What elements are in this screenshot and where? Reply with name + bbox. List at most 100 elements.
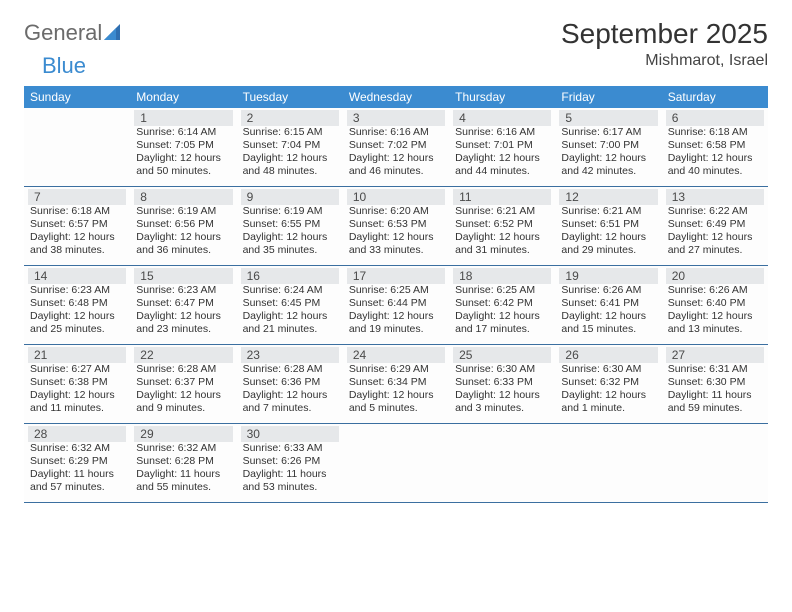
day-cell: 24Sunrise: 6:29 AMSunset: 6:34 PMDayligh…	[343, 345, 449, 423]
day-detail-line: Sunrise: 6:28 AM	[136, 363, 230, 376]
calendar-grid: SundayMondayTuesdayWednesdayThursdayFrid…	[24, 86, 768, 503]
day-cell: 19Sunrise: 6:26 AMSunset: 6:41 PMDayligh…	[555, 266, 661, 344]
day-cell: 1Sunrise: 6:14 AMSunset: 7:05 PMDaylight…	[130, 108, 236, 186]
day-number: 13	[670, 189, 687, 205]
day-detail-line: Sunrise: 6:15 AM	[243, 126, 337, 139]
day-number-strip: 10	[347, 189, 445, 205]
day-details: Sunrise: 6:21 AMSunset: 6:51 PMDaylight:…	[559, 205, 657, 258]
title-block: September 2025 Mishmarot, Israel	[561, 18, 768, 70]
day-detail-line: Sunrise: 6:25 AM	[455, 284, 549, 297]
day-number: 3	[351, 110, 362, 126]
day-cell: 28Sunrise: 6:32 AMSunset: 6:29 PMDayligh…	[24, 424, 130, 502]
day-number: 25	[457, 347, 474, 363]
day-number: 1	[138, 110, 149, 126]
day-detail-line: Daylight: 12 hours and 7 minutes.	[243, 389, 337, 415]
day-detail-line: Sunset: 6:38 PM	[30, 376, 124, 389]
day-number: 15	[138, 268, 155, 284]
day-detail-line: Sunrise: 6:29 AM	[349, 363, 443, 376]
dow-cell: Friday	[555, 86, 661, 108]
day-detail-line: Daylight: 12 hours and 29 minutes.	[561, 231, 655, 257]
day-details: Sunrise: 6:32 AMSunset: 6:29 PMDaylight:…	[28, 442, 126, 495]
day-cell: 8Sunrise: 6:19 AMSunset: 6:56 PMDaylight…	[130, 187, 236, 265]
day-cell: 17Sunrise: 6:25 AMSunset: 6:44 PMDayligh…	[343, 266, 449, 344]
day-number: 8	[138, 189, 149, 205]
day-details: Sunrise: 6:28 AMSunset: 6:37 PMDaylight:…	[134, 363, 232, 416]
day-cell: 3Sunrise: 6:16 AMSunset: 7:02 PMDaylight…	[343, 108, 449, 186]
day-details: Sunrise: 6:32 AMSunset: 6:28 PMDaylight:…	[134, 442, 232, 495]
day-detail-line: Daylight: 12 hours and 13 minutes.	[668, 310, 762, 336]
day-detail-line: Sunrise: 6:21 AM	[455, 205, 549, 218]
day-detail-line: Sunrise: 6:21 AM	[561, 205, 655, 218]
day-number-strip: 18	[453, 268, 551, 284]
day-cell: 11Sunrise: 6:21 AMSunset: 6:52 PMDayligh…	[449, 187, 555, 265]
day-details: Sunrise: 6:26 AMSunset: 6:40 PMDaylight:…	[666, 284, 764, 337]
day-details: Sunrise: 6:25 AMSunset: 6:42 PMDaylight:…	[453, 284, 551, 337]
day-number-strip: 25	[453, 347, 551, 363]
day-details: Sunrise: 6:23 AMSunset: 6:47 PMDaylight:…	[134, 284, 232, 337]
day-detail-line: Sunrise: 6:18 AM	[668, 126, 762, 139]
day-cell: 4Sunrise: 6:16 AMSunset: 7:01 PMDaylight…	[449, 108, 555, 186]
day-detail-line: Daylight: 12 hours and 27 minutes.	[668, 231, 762, 257]
day-detail-line: Sunrise: 6:22 AM	[668, 205, 762, 218]
day-detail-line: Sunset: 6:28 PM	[136, 455, 230, 468]
day-number: 5	[563, 110, 574, 126]
logo: General Blue	[24, 22, 124, 78]
day-cell: 2Sunrise: 6:15 AMSunset: 7:04 PMDaylight…	[237, 108, 343, 186]
day-detail-line: Sunset: 6:58 PM	[668, 139, 762, 152]
day-detail-line: Sunset: 6:32 PM	[561, 376, 655, 389]
day-cell: 7Sunrise: 6:18 AMSunset: 6:57 PMDaylight…	[24, 187, 130, 265]
day-cell: 25Sunrise: 6:30 AMSunset: 6:33 PMDayligh…	[449, 345, 555, 423]
day-number-strip: 1	[134, 110, 232, 126]
day-detail-line: Sunset: 6:36 PM	[243, 376, 337, 389]
day-details: Sunrise: 6:30 AMSunset: 6:32 PMDaylight:…	[559, 363, 657, 416]
day-detail-line: Sunrise: 6:19 AM	[243, 205, 337, 218]
day-details: Sunrise: 6:27 AMSunset: 6:38 PMDaylight:…	[28, 363, 126, 416]
day-detail-line: Daylight: 12 hours and 23 minutes.	[136, 310, 230, 336]
day-detail-line: Sunset: 6:52 PM	[455, 218, 549, 231]
day-number-strip: 14	[28, 268, 126, 284]
day-number: 21	[32, 347, 49, 363]
weeks-container: 1Sunrise: 6:14 AMSunset: 7:05 PMDaylight…	[24, 108, 768, 503]
day-number: 23	[245, 347, 262, 363]
day-detail-line: Daylight: 12 hours and 40 minutes.	[668, 152, 762, 178]
day-detail-line: Sunset: 6:51 PM	[561, 218, 655, 231]
day-detail-line: Sunset: 7:01 PM	[455, 139, 549, 152]
day-number-strip: 16	[241, 268, 339, 284]
calendar-page: General Blue September 2025 Mishmarot, I…	[0, 0, 792, 521]
day-cell: 29Sunrise: 6:32 AMSunset: 6:28 PMDayligh…	[130, 424, 236, 502]
day-details: Sunrise: 6:22 AMSunset: 6:49 PMDaylight:…	[666, 205, 764, 258]
day-detail-line: Sunrise: 6:16 AM	[455, 126, 549, 139]
day-number: 27	[670, 347, 687, 363]
day-number: 29	[138, 426, 155, 442]
month-title: September 2025	[561, 18, 768, 50]
day-number: 20	[670, 268, 687, 284]
day-detail-line: Daylight: 12 hours and 33 minutes.	[349, 231, 443, 257]
day-detail-line: Sunset: 6:30 PM	[668, 376, 762, 389]
location: Mishmarot, Israel	[561, 52, 768, 70]
day-number-strip: 23	[241, 347, 339, 363]
day-number: 14	[32, 268, 49, 284]
day-cell: 12Sunrise: 6:21 AMSunset: 6:51 PMDayligh…	[555, 187, 661, 265]
day-detail-line: Daylight: 12 hours and 21 minutes.	[243, 310, 337, 336]
day-cell: 26Sunrise: 6:30 AMSunset: 6:32 PMDayligh…	[555, 345, 661, 423]
day-number: 22	[138, 347, 155, 363]
day-detail-line: Sunrise: 6:30 AM	[561, 363, 655, 376]
day-cell: 27Sunrise: 6:31 AMSunset: 6:30 PMDayligh…	[662, 345, 768, 423]
day-cell: 9Sunrise: 6:19 AMSunset: 6:55 PMDaylight…	[237, 187, 343, 265]
day-detail-line: Sunrise: 6:23 AM	[30, 284, 124, 297]
day-detail-line: Daylight: 12 hours and 9 minutes.	[136, 389, 230, 415]
day-detail-line: Daylight: 12 hours and 1 minute.	[561, 389, 655, 415]
day-cell: 10Sunrise: 6:20 AMSunset: 6:53 PMDayligh…	[343, 187, 449, 265]
day-detail-line: Daylight: 12 hours and 36 minutes.	[136, 231, 230, 257]
day-detail-line: Daylight: 12 hours and 46 minutes.	[349, 152, 443, 178]
day-detail-line: Sunset: 6:37 PM	[136, 376, 230, 389]
day-detail-line: Sunset: 6:40 PM	[668, 297, 762, 310]
day-number: 18	[457, 268, 474, 284]
week-row: 7Sunrise: 6:18 AMSunset: 6:57 PMDaylight…	[24, 187, 768, 266]
day-cell-empty	[24, 108, 130, 186]
day-number-strip: 19	[559, 268, 657, 284]
day-number-strip: 3	[347, 110, 445, 126]
day-detail-line: Sunset: 6:48 PM	[30, 297, 124, 310]
logo-text-general: General	[24, 20, 102, 45]
day-detail-line: Sunrise: 6:26 AM	[561, 284, 655, 297]
